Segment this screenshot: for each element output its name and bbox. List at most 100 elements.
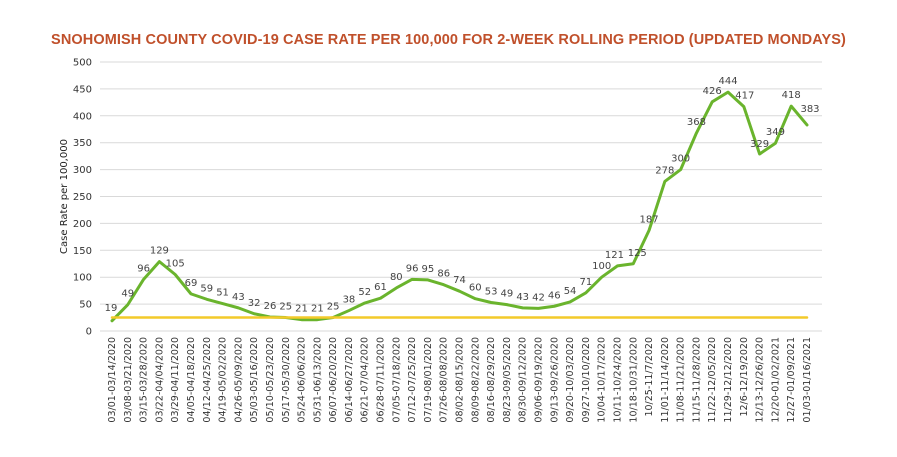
x-tick-label: 03/29-04/11/2020 xyxy=(170,337,181,423)
x-tick-label: 07/05-07/18/2020 xyxy=(391,337,402,423)
x-tick-label: 10/25-11/7/2020 xyxy=(644,337,655,417)
x-tick-label: 05/24-06/06/2020 xyxy=(297,337,308,423)
y-tick-label: 200 xyxy=(73,219,92,230)
data-label: 100 xyxy=(592,261,611,272)
data-label: 38 xyxy=(343,295,356,306)
x-tick-label: 06/14-06/27/2020 xyxy=(344,337,355,423)
data-label: 187 xyxy=(639,214,658,225)
data-label: 52 xyxy=(358,287,371,298)
x-tick-label: 04/12-04/25/2020 xyxy=(202,337,213,423)
y-tick-label: 250 xyxy=(73,192,92,203)
data-label: 49 xyxy=(121,289,134,300)
x-tick-label: 10/04-10/17/2020 xyxy=(597,337,608,423)
data-label: 80 xyxy=(390,272,403,283)
x-tick-label: 05/31-06/13/2020 xyxy=(312,337,323,423)
x-tick-label: 06/21-07/04/2020 xyxy=(360,337,371,423)
y-tick-label: 300 xyxy=(73,165,92,176)
x-tick-label: 08/23-09/05/2020 xyxy=(502,337,513,423)
data-label: 60 xyxy=(469,283,482,294)
data-label: 444 xyxy=(718,76,737,87)
data-label: 61 xyxy=(374,282,387,293)
data-label: 300 xyxy=(671,154,690,165)
data-label: 59 xyxy=(200,283,213,294)
data-label: 43 xyxy=(516,292,529,303)
case-rate-line xyxy=(110,90,809,323)
x-tick-label: 11/15-11/28/2020 xyxy=(691,337,702,423)
data-label: 329 xyxy=(750,139,769,150)
data-label: 368 xyxy=(687,117,706,128)
data-label: 46 xyxy=(548,290,561,301)
data-label: 96 xyxy=(406,263,419,274)
x-tick-label: 08/30-09/12/2020 xyxy=(518,337,529,423)
data-label: 69 xyxy=(185,278,198,289)
x-tick-label: 11/29-12/12/2020 xyxy=(723,337,734,423)
data-label: 96 xyxy=(137,263,150,274)
data-label: 129 xyxy=(150,246,169,257)
x-tick-label: 11/08-11/21/2020 xyxy=(676,337,687,423)
data-label: 71 xyxy=(579,277,592,288)
y-tick-label: 50 xyxy=(79,300,92,311)
data-label: 383 xyxy=(800,104,819,115)
data-label: 32 xyxy=(248,298,261,309)
x-tick-label: 10/11-10/24/2020 xyxy=(612,337,623,423)
data-label: 21 xyxy=(295,304,308,315)
x-tick-label: 12/27-01/09/2021 xyxy=(786,337,797,423)
x-tick-label: 04/19-05/02/2020 xyxy=(218,337,229,423)
x-tick-label: 04/26-05/09/2020 xyxy=(233,337,244,423)
x-tick-label: 09/06-09/19/2020 xyxy=(533,337,544,423)
data-label: 53 xyxy=(485,286,498,297)
x-tick-label: 03/15-03/28/2020 xyxy=(139,337,150,423)
x-tick-label: 05/10-05/23/2020 xyxy=(265,337,276,423)
x-tick-label: 03/08-03/21/2020 xyxy=(123,337,134,423)
y-tick-label: 100 xyxy=(73,273,92,284)
x-tick-label: 10/18-10/31/2020 xyxy=(628,337,639,423)
x-tick-label: 08/02-08/15/2020 xyxy=(455,337,466,423)
chart-title: SNOHOMISH COUNTY COVID-19 CASE RATE PER … xyxy=(51,32,846,48)
y-tick-label: 0 xyxy=(86,327,92,338)
y-tick-label: 450 xyxy=(73,84,92,95)
data-label: 95 xyxy=(422,264,435,275)
data-label: 418 xyxy=(782,90,801,101)
x-tick-label: 06/07-06/20/2020 xyxy=(328,337,339,423)
data-label: 121 xyxy=(605,250,624,261)
data-label: 105 xyxy=(166,259,185,270)
y-axis-label: Case Rate per 100,000 xyxy=(59,139,70,254)
x-tick-label: 08/09-08/22/2020 xyxy=(470,337,481,423)
x-tick-label: 07/26-08/08/2020 xyxy=(439,337,450,423)
x-tick-label: 03/22-04/04/2020 xyxy=(154,337,165,423)
data-label: 349 xyxy=(766,127,785,138)
data-label: 74 xyxy=(453,275,466,286)
x-tick-label: 11/22-12/05/2020 xyxy=(707,337,718,423)
x-tick-label: 09/13-09/26/2020 xyxy=(549,337,560,423)
data-label: 21 xyxy=(311,304,324,315)
x-tick-label: 09/27-10/10/2020 xyxy=(581,337,592,423)
y-tick-label: 400 xyxy=(73,111,92,122)
x-tick-label: 11/01-11/14/2020 xyxy=(660,337,671,423)
y-tick-label: 350 xyxy=(73,138,92,149)
x-tick-label: 03/01-03/14/2020 xyxy=(107,337,118,423)
x-tick-label: 07/12-07/25/2020 xyxy=(407,337,418,423)
data-label: 19 xyxy=(105,303,118,314)
data-label: 278 xyxy=(655,165,674,176)
data-label: 43 xyxy=(232,292,245,303)
data-label: 42 xyxy=(532,292,545,303)
x-tick-label: 05/17-05/30/2020 xyxy=(281,337,292,423)
y-tick-label: 150 xyxy=(73,246,92,257)
x-tick-label: 05/03-05/16/2020 xyxy=(249,337,260,423)
data-label: 25 xyxy=(327,302,340,313)
data-label: 51 xyxy=(216,288,229,299)
data-label: 426 xyxy=(703,86,722,97)
x-tick-label: 12/20-01/02/2021 xyxy=(770,337,781,423)
x-tick-label: 06/28-07/11/2020 xyxy=(376,337,387,423)
data-label: 49 xyxy=(501,289,514,300)
x-tick-label: 07/19-08/01/2020 xyxy=(423,337,434,423)
data-label: 417 xyxy=(735,91,754,102)
data-label: 25 xyxy=(279,302,292,313)
x-tick-label: 01/03-01/16/2021 xyxy=(802,337,813,423)
x-tick-label: 04/05-04/18/2020 xyxy=(186,337,197,423)
data-label: 86 xyxy=(437,269,450,280)
x-tick-label: 12/13-12/26/2020 xyxy=(755,337,766,423)
x-tick-label: 08/16-08/29/2020 xyxy=(486,337,497,423)
data-label: 125 xyxy=(628,248,647,259)
